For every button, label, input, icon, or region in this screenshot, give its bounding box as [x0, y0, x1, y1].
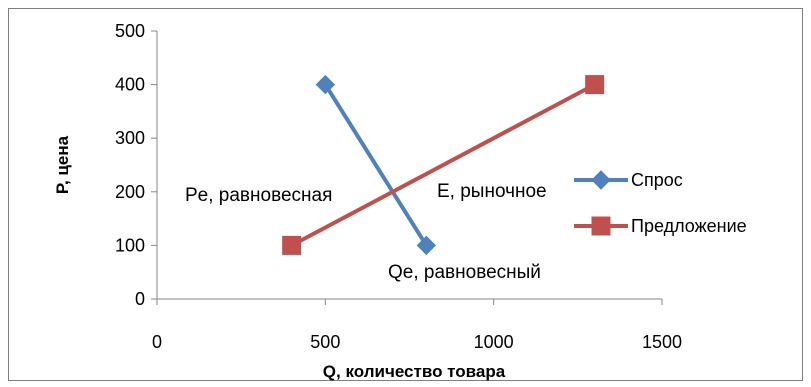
legend: Спрос Предложение [574, 170, 747, 236]
data-point-marker [416, 235, 437, 256]
legend-marker [591, 216, 611, 236]
legend-item: Предложение [574, 216, 747, 236]
y-tick-label: 500 [115, 21, 145, 41]
tick-labels: 0 100 200 300 400 500 0 500 1000 1500 [115, 21, 682, 352]
x-tick-label: 500 [310, 332, 340, 352]
chart-border [8, 8, 803, 381]
legend-label: Предложение [631, 216, 747, 236]
series-demand [315, 74, 437, 256]
x-tick-label: 0 [152, 332, 162, 352]
y-axis-title: P, цена [53, 135, 72, 194]
series-supply [282, 75, 605, 255]
x-tick-label: 1000 [474, 332, 514, 352]
axes [151, 30, 663, 305]
x-axis-title: Q, количество товара [323, 362, 506, 381]
legend-marker [591, 170, 611, 190]
data-point-marker [585, 75, 605, 95]
legend-item: Спрос [574, 170, 683, 190]
y-tick-label: 300 [115, 128, 145, 148]
data-point-marker [315, 74, 336, 95]
y-tick-label: 100 [115, 235, 145, 255]
annotation-label: E, рыночное [437, 181, 547, 202]
annotation-label: Pe, равновесная [185, 185, 332, 206]
y-tick-label: 0 [135, 289, 145, 309]
y-tick-label: 200 [115, 182, 145, 202]
data-point-marker [282, 235, 302, 255]
series-layer [282, 74, 605, 256]
series-line [323, 83, 429, 247]
x-tick-label: 1500 [642, 332, 682, 352]
legend-label: Спрос [631, 170, 683, 190]
annotation-label: Qe, равновесный [388, 262, 541, 283]
series-line [290, 82, 596, 248]
y-tick-label: 400 [115, 75, 145, 95]
annotations: Pe, равновесная E, рыночное Qe, равновесны… [185, 181, 547, 283]
